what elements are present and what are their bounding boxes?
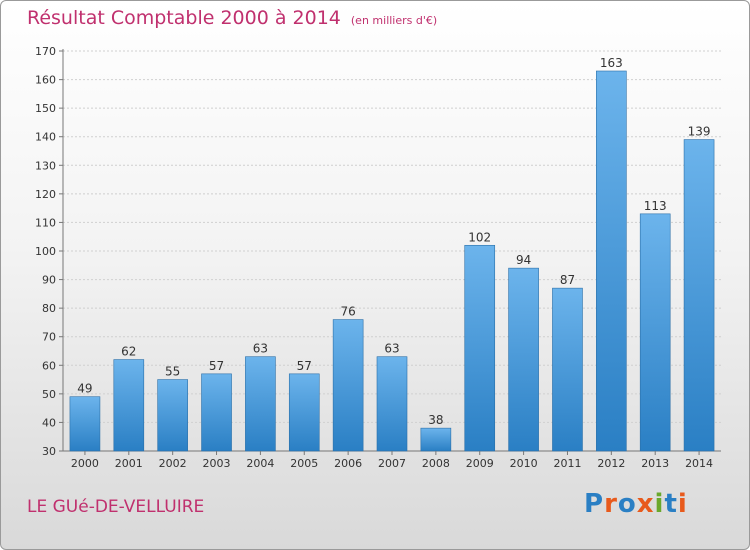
bar-value-label: 49 bbox=[77, 382, 92, 396]
bar bbox=[552, 287, 583, 452]
bar bbox=[464, 244, 496, 452]
x-tick-label: 2010 bbox=[510, 457, 538, 470]
bar bbox=[69, 396, 101, 452]
logo-letter: r bbox=[604, 489, 618, 519]
bar bbox=[683, 139, 715, 452]
x-tick-label: 2008 bbox=[422, 457, 450, 470]
bar-value-label: 38 bbox=[428, 413, 443, 427]
y-tick-label: 170 bbox=[35, 45, 56, 58]
bar bbox=[376, 356, 408, 452]
y-tick-label: 50 bbox=[42, 388, 56, 401]
y-tick-label: 160 bbox=[35, 74, 56, 87]
commune-name: LE GUé-DE-VELLUIRE bbox=[27, 497, 205, 517]
y-tick-label: 90 bbox=[42, 274, 56, 287]
bar bbox=[420, 427, 452, 452]
y-tick-label: 60 bbox=[42, 359, 56, 372]
title-text: Résultat Comptable 2000 à 2014 bbox=[27, 7, 341, 29]
y-tick-label: 40 bbox=[42, 416, 56, 429]
bar bbox=[157, 379, 188, 452]
y-tick-label: 120 bbox=[35, 188, 56, 201]
bar bbox=[245, 356, 276, 452]
x-tick-label: 2013 bbox=[641, 457, 669, 470]
bar bbox=[596, 70, 627, 452]
bar bbox=[288, 373, 320, 452]
x-tick-label: 2001 bbox=[115, 457, 143, 470]
x-tick-label: 2007 bbox=[378, 457, 406, 470]
chart-title: Résultat Comptable 2000 à 2014 (en millie… bbox=[27, 7, 437, 29]
bar bbox=[201, 373, 232, 452]
logo-letter: P bbox=[584, 489, 605, 519]
x-tick-label: 2000 bbox=[71, 457, 99, 470]
bar-value-label: 63 bbox=[384, 342, 399, 356]
x-tick-label: 2002 bbox=[159, 457, 187, 470]
bar-value-label: 87 bbox=[560, 273, 575, 287]
bar bbox=[332, 319, 364, 452]
x-tick-label: 2009 bbox=[466, 457, 494, 470]
bar-value-label: 139 bbox=[688, 125, 711, 139]
bar-value-label: 57 bbox=[209, 359, 224, 373]
y-tick-label: 130 bbox=[35, 159, 56, 172]
bar-value-label: 62 bbox=[121, 345, 136, 359]
x-tick-label: 2014 bbox=[685, 457, 713, 470]
y-tick-label: 70 bbox=[42, 331, 56, 344]
bar bbox=[508, 267, 539, 452]
x-tick-label: 2003 bbox=[203, 457, 231, 470]
logo-letter: x bbox=[636, 489, 655, 519]
bar-value-label: 76 bbox=[340, 305, 355, 319]
bar-value-label: 94 bbox=[516, 253, 531, 267]
x-tick-label: 2012 bbox=[597, 457, 625, 470]
logo-letter: i bbox=[654, 489, 665, 519]
y-tick-label: 80 bbox=[42, 302, 56, 315]
y-tick-label: 30 bbox=[42, 445, 56, 458]
logo-letter: i bbox=[677, 489, 688, 519]
y-tick-label: 110 bbox=[35, 216, 56, 229]
y-tick-label: 100 bbox=[35, 245, 56, 258]
x-tick-label: 2004 bbox=[246, 457, 274, 470]
bar-value-label: 102 bbox=[468, 230, 491, 244]
y-tick-label: 150 bbox=[35, 102, 56, 115]
bar-value-label: 63 bbox=[253, 342, 268, 356]
logo-letter: o bbox=[617, 489, 637, 519]
bar bbox=[639, 213, 671, 452]
x-tick-label: 2011 bbox=[553, 457, 581, 470]
title-unit: (en milliers d'€) bbox=[350, 14, 438, 27]
x-tick-label: 2006 bbox=[334, 457, 362, 470]
bar-value-label: 113 bbox=[644, 199, 667, 213]
bar-value-label: 57 bbox=[297, 359, 312, 373]
logo-letter: t bbox=[664, 489, 678, 519]
bar-value-label: 163 bbox=[600, 56, 623, 70]
x-tick-label: 2005 bbox=[290, 457, 318, 470]
proxiti-logo: Proxiti bbox=[584, 489, 688, 519]
y-tick-label: 140 bbox=[35, 131, 56, 144]
bar bbox=[113, 359, 145, 452]
bar-value-label: 55 bbox=[165, 365, 180, 379]
